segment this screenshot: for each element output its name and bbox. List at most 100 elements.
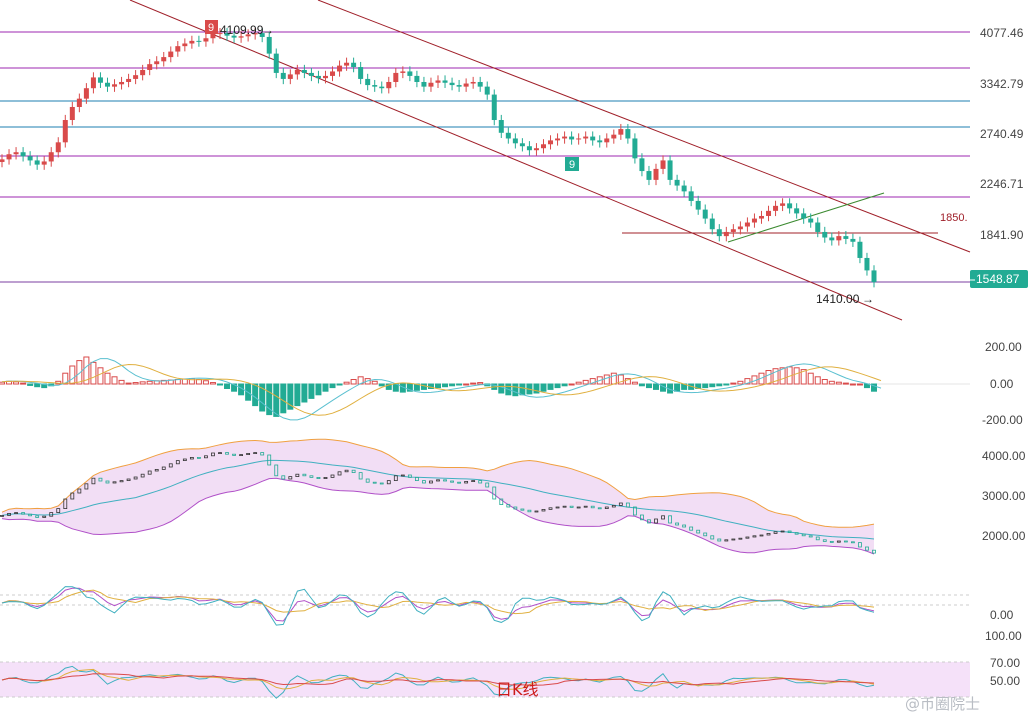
boll-candle — [21, 512, 25, 515]
bollinger-mid-line — [1, 459, 875, 540]
macd-histogram-bar — [336, 383, 343, 386]
boll-candle — [464, 480, 469, 484]
macd-histogram-bar — [139, 381, 146, 385]
boll-candle — [204, 455, 208, 459]
candle-body — [519, 143, 525, 147]
candlesticks — [0, 27, 877, 288]
boll-candle — [337, 471, 342, 476]
boll-candle — [858, 542, 862, 548]
boll-candle — [232, 453, 236, 456]
candle-body — [632, 138, 638, 159]
boll-candle — [140, 473, 145, 478]
boll-candle — [112, 481, 117, 484]
macd-pane: 200.00 0.00 -200.00 — [0, 340, 1023, 427]
macd-histogram-bar — [301, 383, 308, 403]
candle-body — [625, 129, 631, 139]
candle-body — [280, 72, 286, 79]
macd-histogram-bar — [610, 372, 617, 385]
macd-histogram-bar — [118, 379, 125, 385]
boll-candle — [647, 519, 651, 524]
candle-body — [140, 69, 146, 76]
macd-histogram-bar — [20, 382, 27, 385]
candle-body — [358, 67, 364, 79]
boll-candle — [429, 480, 433, 484]
candle-body — [266, 36, 272, 54]
macd-histogram-bar — [835, 381, 842, 385]
candle-body — [154, 61, 160, 65]
macd-histogram-bar — [828, 380, 835, 385]
boll-candle — [836, 540, 841, 543]
boll-candle — [218, 452, 222, 455]
candle-body — [133, 75, 139, 79]
level-label: 1850. — [940, 212, 968, 224]
candle-body — [512, 138, 518, 144]
candle-body — [456, 85, 462, 87]
candle-body — [660, 160, 666, 169]
macd-histogram-bar — [624, 378, 631, 385]
candle-body — [470, 81, 476, 84]
boll-candle — [7, 513, 11, 516]
candle-body — [330, 71, 336, 76]
macd-histogram-bar — [132, 382, 139, 385]
macd-histogram-bar — [315, 383, 322, 396]
candle-body — [611, 134, 617, 139]
macd-histogram-bar — [856, 383, 863, 386]
boll-candle — [302, 473, 307, 477]
boll-candle — [133, 476, 138, 480]
low-arrow: → — [862, 292, 874, 306]
boll-candle — [225, 452, 229, 455]
macd-histogram-bar — [294, 383, 301, 407]
candle-body — [562, 136, 568, 139]
macd-histogram-bar — [420, 383, 427, 390]
macd-tick-label: 0.00 — [990, 377, 1014, 391]
candle-body — [245, 34, 251, 37]
macd-histogram-bar — [83, 356, 90, 385]
boll-candle — [527, 509, 532, 513]
boll-candle — [70, 492, 75, 500]
boll-candle — [119, 480, 124, 483]
macd-histogram-bar — [202, 380, 209, 385]
macd-histogram-bar — [779, 367, 786, 385]
candle-body — [344, 62, 350, 66]
boll-candle — [794, 532, 799, 535]
boll-candle — [485, 482, 490, 488]
boll-candle — [872, 549, 876, 554]
boll-candle — [168, 463, 173, 468]
boll-candle — [436, 479, 440, 482]
candle-body — [576, 138, 582, 140]
macd-histogram-bar — [371, 380, 378, 385]
macd-histogram-bar — [69, 365, 76, 385]
candle-body — [498, 120, 504, 133]
candle-body — [365, 78, 371, 86]
boll-candle — [780, 530, 785, 533]
macd-histogram-bar — [653, 383, 659, 390]
candle-body — [646, 171, 652, 180]
price-tick-label: 2740.49 — [980, 127, 1024, 141]
boll-tick-label: 4000.00 — [982, 449, 1026, 463]
candle-body — [709, 218, 715, 230]
boll-candle — [42, 515, 47, 518]
macd-histogram-bar — [90, 361, 97, 385]
boll-candle — [316, 476, 321, 479]
macd-histogram-bar — [617, 374, 624, 385]
candle-body — [449, 82, 455, 86]
candle-body — [548, 140, 554, 145]
bollinger-band-fill — [2, 439, 874, 554]
macd-histogram-bar — [540, 383, 547, 392]
candle-body — [484, 86, 490, 95]
candle-body — [421, 81, 427, 87]
kdj-j-line — [1, 586, 875, 626]
boll-candle — [351, 469, 356, 474]
candle-body — [442, 80, 448, 83]
macd-histogram-bar — [814, 376, 821, 385]
macd-histogram-bar — [765, 370, 772, 385]
boll-candle — [555, 506, 560, 509]
macd-dea-line — [1, 363, 882, 416]
boll-candle — [787, 530, 792, 534]
macd-histogram-bar — [111, 376, 118, 385]
macd-tick-label: -200.00 — [982, 413, 1023, 427]
boll-candle — [105, 480, 110, 484]
candle-body — [477, 81, 483, 87]
candle-body — [308, 72, 314, 76]
td-bottom-label: 9 — [569, 159, 575, 171]
